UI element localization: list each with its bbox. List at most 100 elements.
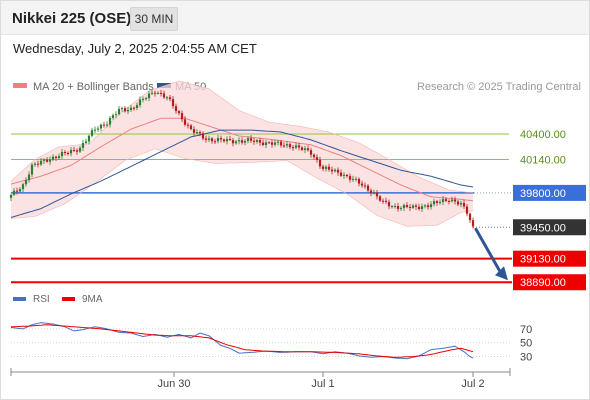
candle-body	[348, 176, 352, 180]
forecast-arrow-head	[495, 266, 508, 281]
candle-body	[363, 185, 367, 187]
candle-body	[252, 140, 256, 142]
candle-body	[180, 113, 184, 120]
candle-body	[294, 145, 298, 148]
candle-body	[15, 190, 19, 192]
x-tick-label: Jul 2	[461, 378, 484, 390]
candle-body	[258, 140, 262, 143]
moving-averages	[10, 80, 474, 227]
candle-body	[429, 204, 433, 208]
candle-body	[75, 150, 79, 152]
rsi-tick-label: 50	[520, 338, 532, 350]
candle-body	[417, 206, 421, 210]
candle-body	[375, 192, 379, 197]
level-support-label: 39130.00	[520, 254, 566, 266]
candle-body	[132, 107, 136, 109]
candle-body	[357, 178, 361, 184]
candle-body	[216, 138, 220, 142]
candle-body	[156, 92, 160, 94]
candle-body	[312, 154, 316, 158]
candle-body	[468, 213, 472, 221]
rsi-legend-swatch	[13, 297, 26, 301]
bollinger-lower-line	[10, 148, 474, 227]
candle-body	[387, 201, 391, 207]
candle-body	[222, 139, 226, 142]
candle-body	[309, 150, 313, 155]
candle-body	[171, 99, 175, 107]
level-pivot-label: 39800.00	[520, 188, 566, 200]
candle-body	[372, 192, 376, 194]
candle-body	[150, 92, 154, 94]
candle-body	[345, 174, 349, 177]
candle-body	[420, 206, 424, 210]
candle-body	[414, 205, 418, 207]
candle-body	[195, 132, 199, 134]
candle-body	[354, 178, 358, 180]
level-last-price-label: 39450.00	[520, 222, 566, 234]
price-level-labels: 40400.00 40140.00 39800.00 39450.00 39130.00…	[513, 129, 586, 291]
candle-body	[12, 190, 16, 195]
candle-body	[267, 142, 271, 144]
candle-body	[183, 119, 187, 125]
candle-body	[327, 166, 331, 170]
candle-body	[360, 183, 364, 186]
candle-body	[69, 149, 73, 154]
rsi-ma-legend-swatch	[62, 297, 75, 301]
level-last-price-label-box	[513, 219, 586, 236]
candle-body	[177, 111, 181, 114]
candle-body	[384, 200, 388, 202]
candle-body	[90, 130, 94, 136]
candle-body	[81, 142, 85, 148]
candle-body	[219, 138, 223, 140]
candle-body	[189, 125, 193, 130]
candle-body	[204, 138, 208, 140]
rsi-ma-line	[10, 324, 474, 358]
candle-body	[321, 166, 325, 169]
candle-body	[111, 115, 115, 119]
candle-body	[318, 159, 322, 167]
candle-body	[114, 114, 118, 116]
x-tick-label: Jul 1	[311, 378, 334, 390]
candle-body	[249, 138, 253, 141]
candle-body	[399, 208, 403, 210]
level-pivot-label-box	[513, 184, 586, 201]
candle-body	[210, 138, 214, 142]
timeframe-button[interactable]: 30 MIN	[130, 7, 178, 31]
rsi-line	[10, 322, 474, 360]
candle-body	[453, 199, 457, 202]
candle-body	[306, 148, 310, 151]
candle-body	[324, 166, 328, 169]
candle-body	[33, 163, 37, 165]
candle-body	[30, 164, 34, 175]
candle-body	[465, 206, 469, 214]
forecast-arrow	[474, 227, 508, 281]
candle-body	[162, 93, 166, 98]
candle-body	[459, 202, 463, 205]
candle-body	[123, 108, 127, 112]
candle-body	[450, 199, 454, 202]
candle-body	[108, 118, 112, 125]
candle-body	[369, 190, 373, 194]
candle-body	[297, 145, 301, 148]
candle-body	[84, 141, 88, 143]
candle-body	[117, 108, 121, 115]
candle-body	[300, 147, 304, 150]
candle-body	[378, 196, 382, 201]
candle-body	[264, 142, 268, 145]
level-resistance-label: 40140.00	[520, 155, 566, 167]
candle-body	[60, 152, 64, 157]
candle-body	[120, 108, 124, 110]
candle-body	[336, 169, 340, 173]
rsi-panel: 30 50 70	[10, 322, 532, 364]
candle-body	[261, 142, 265, 145]
candle-body	[471, 220, 475, 227]
candle-body	[435, 201, 439, 203]
candle-body	[234, 141, 238, 144]
candle-body	[402, 205, 406, 209]
ma20-line	[10, 117, 474, 202]
candle-body	[63, 152, 67, 154]
candle-body	[207, 138, 211, 140]
bollinger-legend-swatch	[13, 83, 27, 88]
candle-body	[411, 205, 415, 208]
candle-body	[330, 169, 334, 172]
